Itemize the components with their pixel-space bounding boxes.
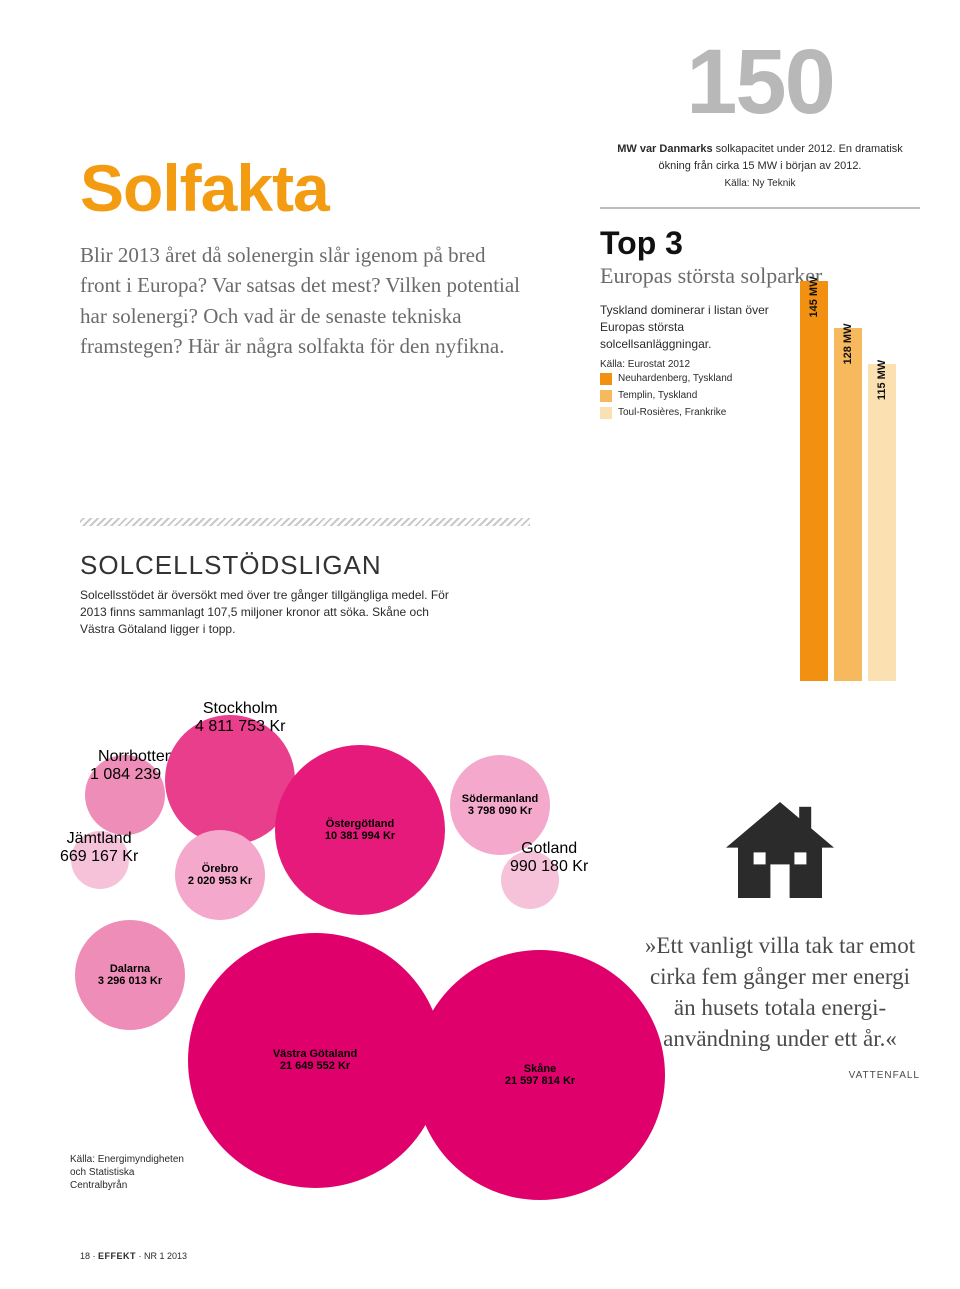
bubble-jämtland — [71, 831, 129, 889]
intro-text: Blir 2013 året då solenergin slår igenom… — [80, 240, 530, 362]
hatched-divider — [80, 518, 530, 526]
quote-text: »Ett vanligt villa tak tar emot cirka fe… — [640, 930, 920, 1054]
top3-legend: Neuhardenberg, Tyskland Templin, Tyskland… — [600, 368, 732, 424]
top3-bar: 128 MW — [834, 328, 862, 681]
top3-bar: 145 MW — [800, 281, 828, 681]
legend-item: Toul-Rosières, Frankrike — [600, 407, 732, 419]
top3-bar-chart: 145 MW128 MW115 MW — [800, 261, 920, 681]
top3-section: Top 3 Europas största solparker Tyskland… — [600, 225, 920, 370]
quote-attribution: VATTENFALL — [640, 1070, 920, 1081]
solfakta-section: Solfakta Blir 2013 året då solenergin sl… — [80, 150, 530, 362]
top3-title: Top 3 — [600, 225, 920, 262]
page-title: Solfakta — [80, 150, 530, 226]
legend-item: Neuhardenberg, Tyskland — [600, 373, 732, 385]
bubble-västra-götaland: Västra Götaland21 649 552 Kr — [188, 933, 443, 1188]
bubble-örebro: Örebro2 020 953 Kr — [175, 830, 265, 920]
bubble-östergötland: Östergötland10 381 994 Kr — [275, 745, 445, 915]
bubble-gotland — [501, 851, 559, 909]
stat-caption: MW var Danmarks solkapacitet under 2012.… — [600, 141, 920, 174]
liga-section: SOLCELLSTÖDSLIGAN Solcellsstödet är över… — [80, 550, 510, 637]
bubble-dalarna: Dalarna3 296 013 Kr — [75, 920, 185, 1030]
stat-number: 150 — [600, 30, 920, 135]
bubble-chart: Källa: Energimyndigheten och Statistiska… — [40, 700, 680, 1220]
liga-title: SOLCELLSTÖDSLIGAN — [80, 550, 510, 581]
liga-desc: Solcellsstödet är översökt med över tre … — [80, 587, 460, 637]
house-icon — [720, 790, 840, 910]
bubble-norrbotten — [85, 755, 165, 835]
page-footer: 18 · EFFEKT · NR 1 2013 — [80, 1251, 187, 1261]
legend-item: Templin, Tyskland — [600, 390, 732, 402]
bubble-södermanland: Södermanland3 798 090 Kr — [450, 755, 550, 855]
top3-bar: 115 MW — [868, 364, 896, 681]
denmark-capacity-stat: 150 MW var Danmarks solkapacitet under 2… — [600, 30, 920, 209]
pull-quote: »Ett vanligt villa tak tar emot cirka fe… — [640, 930, 920, 1081]
stat-source: Källa: Ny Teknik — [600, 178, 920, 189]
top3-desc: Tyskland dominerar i listan över Europas… — [600, 302, 770, 352]
bubble-skåne: Skåne21 597 814 Kr — [415, 950, 665, 1200]
bubble-source: Källa: Energimyndigheten och Statistiska… — [70, 1153, 190, 1192]
